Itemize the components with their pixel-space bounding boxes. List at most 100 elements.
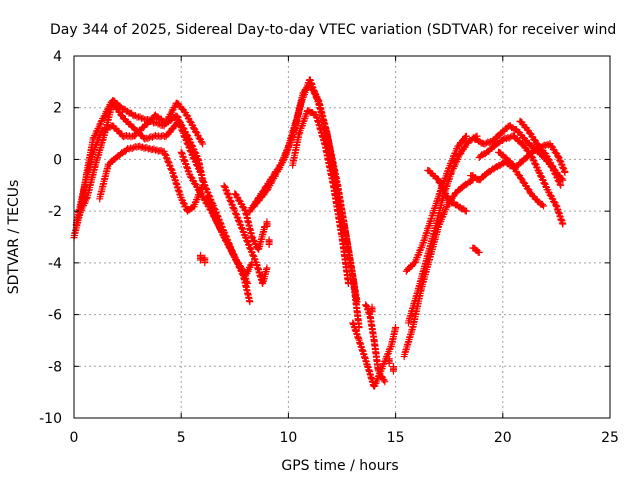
data-point: [179, 124, 187, 132]
data-point: [175, 117, 183, 125]
data-point: [199, 140, 207, 148]
data-point: [550, 165, 558, 173]
y-tick-label: -2: [48, 204, 62, 220]
data-point: [238, 203, 246, 211]
data-point: [189, 124, 197, 132]
data-point: [183, 131, 191, 139]
data-point: [198, 192, 206, 200]
data-point: [436, 179, 444, 187]
data-point: [82, 195, 90, 203]
data-point: [263, 218, 271, 226]
data-point: [148, 133, 156, 141]
data-point: [540, 179, 548, 187]
data-point: [550, 197, 558, 205]
data-point: [462, 207, 470, 215]
data-point: [182, 111, 190, 119]
data-point: [439, 185, 447, 193]
data-point: [136, 113, 144, 121]
data-point: [187, 173, 195, 181]
data-point: [166, 161, 174, 169]
data-point: [195, 134, 203, 142]
data-point: [435, 178, 443, 186]
data-point: [185, 135, 193, 143]
data-point: [191, 149, 199, 157]
data-point: [233, 258, 241, 266]
data-point: [551, 148, 559, 156]
data-point: [167, 165, 175, 173]
data-point: [201, 254, 209, 262]
x-tick-label: 25: [601, 430, 619, 446]
data-point: [559, 176, 567, 184]
data-point: [377, 372, 385, 380]
data-point: [97, 118, 105, 126]
y-tick-label: 2: [53, 101, 62, 117]
data-point: [198, 138, 206, 146]
data-point: [182, 130, 190, 138]
data-point: [139, 114, 147, 122]
data-point: [235, 196, 243, 204]
data-layer: [70, 76, 569, 390]
data-point: [539, 176, 547, 184]
data-point: [353, 298, 361, 306]
data-point: [310, 89, 318, 97]
chart-title: Day 344 of 2025, Sidereal Day-to-day VTE…: [50, 22, 616, 38]
data-point: [189, 145, 197, 153]
x-tick-label: 20: [494, 430, 512, 446]
data-point: [531, 159, 539, 167]
data-point: [186, 146, 194, 154]
y-tick-label: -6: [48, 308, 62, 324]
data-point: [385, 355, 393, 363]
data-point: [537, 173, 545, 181]
data-point: [392, 324, 400, 331]
data-point: [153, 119, 161, 127]
data-point: [161, 151, 169, 159]
data-point: [541, 179, 549, 187]
data-point: [164, 158, 172, 166]
data-point: [533, 163, 541, 171]
data-point: [529, 156, 537, 164]
data-point: [462, 132, 470, 140]
x-axis-title: GPS time / hours: [281, 458, 398, 474]
data-point: [190, 179, 198, 187]
data-point: [186, 138, 194, 146]
data-point: [557, 181, 565, 189]
data-point: [540, 202, 548, 210]
data-point: [191, 148, 199, 156]
data-point: [531, 160, 539, 168]
data-point: [537, 172, 545, 180]
data-point: [546, 191, 554, 199]
data-point: [344, 280, 352, 288]
data-point: [475, 249, 483, 257]
y-tick-label: 0: [53, 152, 62, 168]
plot-frame: [73, 55, 611, 419]
data-point: [530, 135, 538, 143]
data-point: [196, 251, 204, 259]
data-point: [439, 186, 447, 194]
x-tick-label: 5: [177, 430, 186, 446]
data-point: [184, 134, 192, 142]
data-point: [558, 175, 566, 183]
data-point: [523, 184, 531, 192]
data-point: [159, 132, 167, 140]
data-point: [248, 259, 256, 267]
data-point: [263, 264, 271, 272]
y-tick-label: 4: [53, 49, 62, 65]
data-point: [127, 133, 135, 141]
data-point: [192, 152, 200, 160]
data-point: [547, 142, 555, 150]
y-tick-label: -8: [48, 359, 62, 375]
data-point: [514, 170, 522, 178]
data-point: [244, 280, 252, 288]
data-point: [164, 157, 172, 165]
data-point: [191, 128, 199, 136]
x-tick-label: 10: [279, 430, 297, 446]
data-point: [161, 150, 169, 158]
data-point: [547, 161, 555, 169]
data-point: [544, 155, 552, 163]
ticks: 0 5 10 15 20 25 -10 -8 -6 -4 -2 0 2 4: [39, 49, 619, 446]
y-tick-label: -10: [39, 411, 62, 427]
data-point: [525, 129, 533, 137]
data-point: [241, 206, 249, 214]
data-point: [231, 190, 239, 198]
